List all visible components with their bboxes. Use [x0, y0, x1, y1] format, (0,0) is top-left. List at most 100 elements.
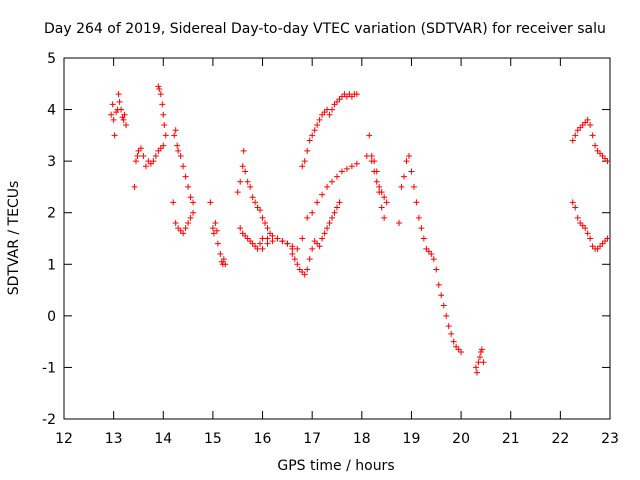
data-point	[373, 168, 380, 175]
y-axis-label: SDTVAR / TECUs	[6, 181, 22, 296]
x-tick-label: 16	[254, 431, 272, 447]
data-point	[190, 199, 197, 206]
data-point	[582, 225, 589, 232]
y-tick-label: 2	[47, 206, 56, 222]
data-point	[172, 220, 179, 227]
data-point	[284, 240, 291, 247]
data-point	[366, 132, 373, 139]
data-point	[160, 142, 167, 149]
data-point	[324, 183, 331, 190]
data-point	[301, 271, 308, 278]
data-point	[373, 178, 380, 185]
data-point	[445, 323, 452, 330]
data-point	[408, 168, 415, 175]
data-point	[249, 194, 256, 201]
data-point	[177, 152, 184, 159]
data-point	[428, 250, 435, 257]
data-point	[289, 250, 296, 257]
data-point	[480, 359, 487, 366]
data-point	[162, 132, 169, 139]
data-point	[187, 194, 194, 201]
data-point	[174, 142, 181, 149]
data-point	[175, 147, 182, 154]
data-point	[306, 137, 313, 144]
data-point	[316, 243, 323, 250]
data-point	[592, 142, 599, 149]
data-point	[185, 220, 192, 227]
data-point	[316, 116, 323, 123]
data-point	[321, 230, 328, 237]
data-point	[264, 240, 271, 247]
data-point	[304, 266, 311, 273]
data-point	[190, 209, 197, 216]
data-point	[279, 238, 286, 245]
data-point	[383, 199, 390, 206]
data-point	[291, 256, 298, 263]
data-point	[220, 256, 227, 263]
data-point	[304, 214, 311, 221]
data-point	[264, 225, 271, 232]
data-point	[443, 312, 450, 319]
data-point	[410, 183, 417, 190]
data-point	[572, 204, 579, 211]
data-point	[137, 145, 144, 152]
data-point	[476, 354, 483, 361]
data-point	[378, 204, 385, 211]
data-point	[381, 214, 388, 221]
data-point	[413, 199, 420, 206]
data-point	[574, 214, 581, 221]
data-point	[115, 91, 122, 98]
data-point	[450, 338, 457, 345]
data-point	[161, 122, 168, 129]
data-point	[259, 245, 266, 252]
data-point	[478, 346, 485, 353]
data-point	[140, 152, 147, 159]
data-point	[420, 235, 427, 242]
data-point	[299, 163, 306, 170]
data-point	[171, 132, 178, 139]
data-point	[353, 160, 360, 167]
x-tick-label: 15	[204, 431, 222, 447]
x-tick-label: 18	[353, 431, 371, 447]
data-point	[180, 230, 187, 237]
data-point	[118, 106, 125, 113]
data-point	[180, 163, 187, 170]
data-point	[398, 183, 405, 190]
data-point	[477, 348, 484, 355]
data-point	[589, 132, 596, 139]
data-point	[438, 292, 445, 299]
data-point	[262, 220, 269, 227]
data-point	[116, 98, 123, 105]
data-point	[142, 163, 149, 170]
y-tick-label: 4	[47, 103, 56, 119]
data-point	[160, 111, 167, 118]
data-point	[448, 330, 455, 337]
data-point	[109, 101, 116, 108]
data-point	[210, 230, 217, 237]
data-point	[319, 191, 326, 198]
x-axis-label: GPS time / hours	[277, 458, 394, 474]
data-point	[569, 199, 576, 206]
x-tick-label: 22	[551, 431, 569, 447]
data-point	[353, 91, 360, 98]
data-point	[309, 132, 316, 139]
data-point	[213, 227, 220, 234]
data-point	[587, 122, 594, 129]
data-point	[433, 266, 440, 273]
data-point	[222, 261, 229, 268]
data-point	[334, 173, 340, 180]
data-point	[314, 122, 321, 129]
data-point	[329, 106, 336, 113]
data-point	[237, 225, 244, 232]
y-tick-label: 5	[47, 51, 56, 67]
data-point	[212, 220, 219, 227]
data-point	[329, 178, 336, 185]
data-point	[368, 152, 375, 159]
data-point	[472, 364, 479, 371]
data-point	[187, 214, 194, 221]
data-point	[584, 230, 591, 237]
data-point	[403, 158, 410, 165]
data-point	[336, 199, 343, 206]
data-point	[294, 261, 301, 268]
